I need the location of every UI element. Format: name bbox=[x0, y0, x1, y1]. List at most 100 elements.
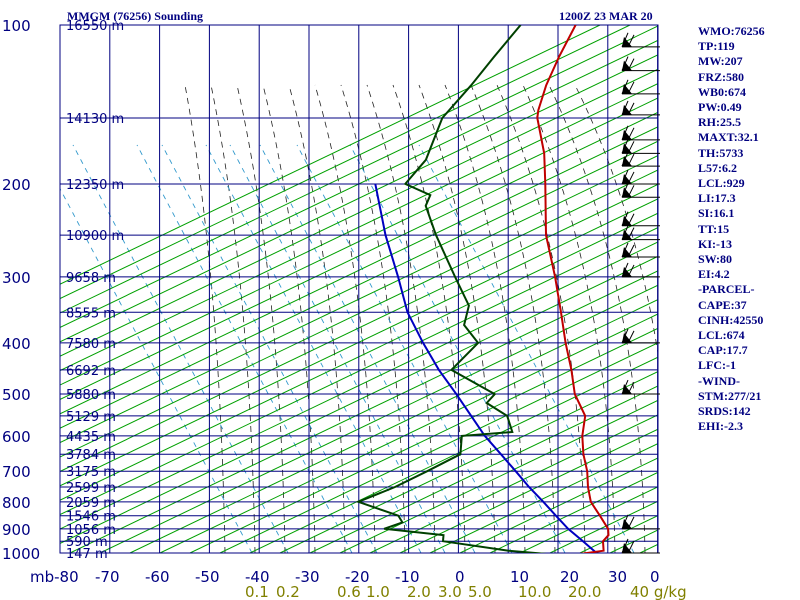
moist-adiabats bbox=[184, 84, 658, 553]
wind-barb bbox=[621, 538, 660, 554]
height-label: 14130 m bbox=[66, 112, 124, 127]
grid bbox=[59, 24, 659, 554]
pressure-tick-label: 100 bbox=[2, 17, 31, 35]
dry-adiabat-line bbox=[129, 299, 658, 553]
height-label: 147 m bbox=[66, 547, 108, 562]
dry-adiabat-line bbox=[60, 54, 658, 343]
dry-adiabat-line bbox=[279, 371, 658, 553]
dry-adiabat-line bbox=[60, 183, 658, 472]
mixing-ratio-label: 0.2 bbox=[276, 583, 300, 600]
index-line: TT:15 bbox=[698, 221, 730, 236]
pressure-tick-label: 700 bbox=[2, 463, 31, 481]
temperature-tick-label: -50 bbox=[195, 568, 220, 586]
moist-adiabat-line bbox=[470, 84, 556, 553]
wind-barb bbox=[621, 379, 660, 395]
wind-barb bbox=[621, 151, 660, 167]
wind-barbs bbox=[621, 32, 660, 554]
moist-adiabat-line bbox=[210, 84, 256, 553]
wind-barb bbox=[621, 225, 660, 241]
index-line: WB0:674 bbox=[698, 84, 746, 99]
temperature-tick-label: -60 bbox=[145, 568, 170, 586]
temperature-tick-label: -70 bbox=[95, 568, 120, 586]
mixing-ratio-label: 20.0 bbox=[568, 583, 601, 600]
moist-adiabat-line bbox=[366, 84, 436, 553]
dry-adiabat-line bbox=[69, 270, 658, 553]
index-line: PW:0.49 bbox=[698, 100, 742, 115]
mixing-ratio-line bbox=[229, 144, 446, 553]
moist-adiabat-line bbox=[262, 84, 316, 553]
dry-adiabat-line bbox=[60, 97, 658, 386]
wind-barb bbox=[621, 514, 660, 530]
wind-barb bbox=[621, 328, 660, 344]
plot-frame bbox=[59, 24, 659, 554]
parcel-line bbox=[374, 183, 598, 553]
pressure-tick-label: 900 bbox=[2, 521, 31, 539]
dry-adiabat-line bbox=[60, 83, 658, 372]
sounding-series bbox=[355, 25, 610, 553]
index-line: STM:277/21 bbox=[698, 388, 762, 403]
wind-barb bbox=[621, 211, 660, 227]
dry-adiabat-line bbox=[219, 342, 658, 553]
temperature-tick-label: 0 bbox=[455, 568, 465, 586]
moist-adiabat-line bbox=[444, 84, 526, 553]
index-line: LCL:674 bbox=[698, 328, 745, 343]
temperature-tick-label: mb-80 bbox=[30, 568, 79, 586]
dry-adiabat-line bbox=[60, 241, 658, 530]
height-label: 8555 m bbox=[66, 306, 116, 321]
index-line: CAPE:37 bbox=[698, 297, 747, 312]
mixing-ratio-line bbox=[136, 144, 353, 553]
mixing-ratio-line bbox=[349, 144, 566, 553]
mixing-ratio-line bbox=[72, 144, 289, 553]
mixing-ratio-line bbox=[418, 144, 635, 553]
height-label: 16550 m bbox=[66, 19, 124, 34]
dry-adiabat-line bbox=[339, 399, 658, 553]
dry-adiabat-line bbox=[60, 169, 658, 458]
index-line: L57:6.2 bbox=[698, 160, 737, 175]
pressure-tick-label: 300 bbox=[2, 269, 31, 287]
wind-barb bbox=[621, 183, 660, 198]
index-line: CINH:42550 bbox=[698, 312, 764, 327]
wind-barb bbox=[621, 169, 660, 185]
dry-adiabat-line bbox=[459, 457, 658, 553]
dry-adiabat-line bbox=[60, 227, 658, 516]
dry-adiabat-line bbox=[60, 39, 658, 328]
index-line: FRZ:580 bbox=[698, 69, 744, 84]
temperature-tick-label: 20 bbox=[560, 568, 579, 586]
index-line: MAXT:32.1 bbox=[698, 130, 759, 145]
index-line: KI:-13 bbox=[698, 236, 732, 251]
height-label: 5129 m bbox=[66, 410, 116, 425]
moist-adiabat-line bbox=[288, 84, 346, 553]
temperature-tick-label: 10 bbox=[510, 568, 529, 586]
mixing-ratio-label: 1.0 bbox=[366, 583, 390, 600]
mixing-ratio-line bbox=[161, 144, 378, 553]
dry-adiabat-line bbox=[60, 198, 658, 487]
mixing-ratio-label: 2.0 bbox=[407, 583, 431, 600]
index-line: WMO:76256 bbox=[698, 24, 765, 38]
dry-adiabat-line bbox=[159, 313, 658, 553]
mixing-ratio-line bbox=[205, 144, 422, 553]
index-line: MW:207 bbox=[698, 54, 743, 69]
pressure-tick-label: 800 bbox=[2, 494, 31, 512]
height-label: 12350 m bbox=[66, 178, 124, 193]
moist-adiabat-line bbox=[574, 84, 658, 356]
height-label: 4435 m bbox=[66, 430, 116, 445]
wind-barb bbox=[621, 79, 660, 95]
wind-barb bbox=[621, 139, 660, 154]
index-line: -PARCEL- bbox=[698, 282, 755, 297]
dry-adiabat-line bbox=[399, 428, 658, 553]
temperature-tick-label: -40 bbox=[245, 568, 270, 586]
mixing-ratio-label: 5.0 bbox=[468, 583, 492, 600]
mixing-ratio-label: 3.0 bbox=[438, 583, 462, 600]
mixing-ratio-line bbox=[259, 144, 476, 553]
temperature-tick-label: -20 bbox=[345, 568, 370, 586]
height-label: 3175 m bbox=[66, 465, 116, 480]
height-label: 3784 m bbox=[66, 448, 116, 463]
wind-barb bbox=[621, 56, 660, 72]
mixing-ratio-label: 40 g/kg bbox=[630, 583, 687, 600]
dry-adiabat-line bbox=[60, 255, 658, 544]
moist-adiabat-line bbox=[236, 84, 286, 553]
index-line: -WIND- bbox=[698, 373, 740, 388]
pressure-tick-label: 500 bbox=[2, 386, 31, 404]
index-line: TP:119 bbox=[698, 39, 735, 54]
mixing-ratio-label: 10.0 bbox=[518, 583, 551, 600]
